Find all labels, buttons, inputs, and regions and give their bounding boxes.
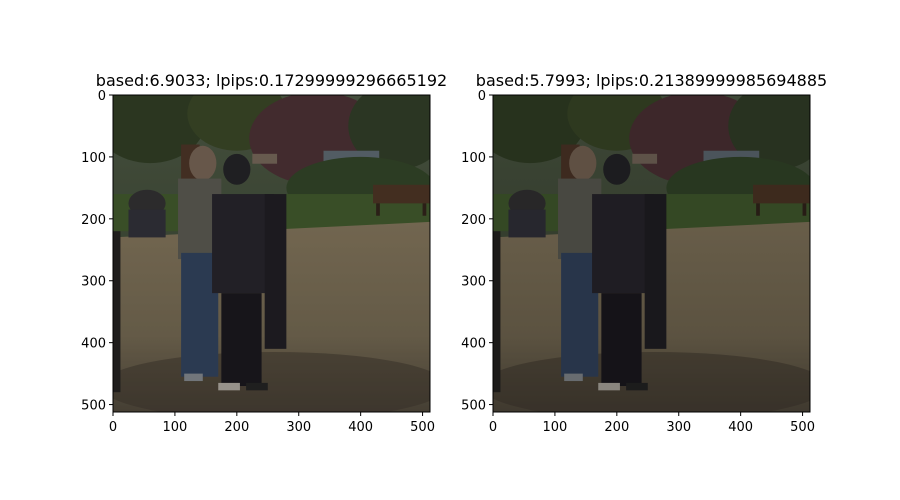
subplot-2-frame <box>492 94 811 413</box>
y-tick-label: 0 <box>478 89 486 104</box>
subplot-2-image-shade <box>493 95 810 412</box>
x-tick-label: 500 <box>410 420 435 435</box>
x-tick-label: 400 <box>348 420 373 435</box>
subplot-2: based:5.7993; lpips:0.21389999985694885 … <box>461 71 827 435</box>
y-tick-label: 300 <box>461 275 486 290</box>
subplot-2-title: based:5.7993; lpips:0.21389999985694885 <box>476 71 827 90</box>
y-tick-label: 100 <box>81 151 106 166</box>
subplot-1-image-shade <box>113 95 430 412</box>
y-tick-label: 200 <box>81 213 106 228</box>
y-tick-label: 500 <box>81 399 106 414</box>
y-tick-label: 400 <box>81 337 106 352</box>
y-tick-label: 500 <box>461 399 486 414</box>
x-tick-label: 0 <box>109 420 117 435</box>
y-tick-label: 200 <box>461 213 486 228</box>
y-tick-label: 300 <box>81 275 106 290</box>
y-tick-label: 400 <box>461 337 486 352</box>
x-tick-label: 200 <box>604 420 629 435</box>
subplot-1: based:6.9033; lpips:0.17299999296665192 … <box>81 71 447 435</box>
x-tick-label: 400 <box>728 420 753 435</box>
x-tick-label: 100 <box>543 420 568 435</box>
y-tick-label: 100 <box>461 151 486 166</box>
x-tick-label: 300 <box>666 420 691 435</box>
subplot-1-frame <box>112 94 431 413</box>
x-tick-label: 300 <box>286 420 311 435</box>
x-tick-label: 200 <box>224 420 249 435</box>
subplot-1-title: based:6.9033; lpips:0.17299999296665192 <box>96 71 447 90</box>
subplot-2-image <box>493 95 810 412</box>
x-tick-label: 100 <box>163 420 188 435</box>
subplot-1-image <box>113 95 430 412</box>
x-tick-label: 500 <box>790 420 815 435</box>
x-tick-label: 0 <box>489 420 497 435</box>
y-tick-label: 0 <box>98 89 106 104</box>
